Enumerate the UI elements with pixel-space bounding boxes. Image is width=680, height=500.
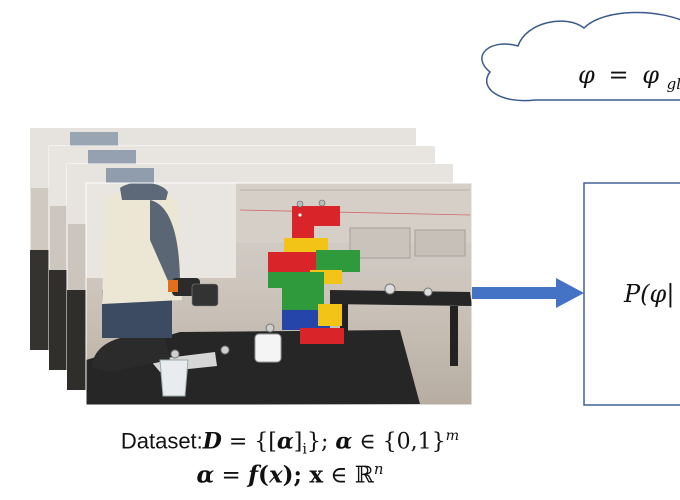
paren-close: );: [282, 461, 303, 489]
cloud-formula: φ = φ gl: [578, 61, 680, 93]
lego-tower: [268, 199, 360, 344]
video-frame-front: [86, 183, 472, 405]
superscript-n: n: [373, 460, 384, 478]
binary-set: ∈ {0,1}: [352, 429, 446, 455]
model-box-formula: P(φ|: [623, 280, 674, 309]
cloud-eq: =: [608, 61, 628, 89]
arrow-shaft: [472, 287, 562, 299]
thought-cloud: φ = φ gl: [481, 11, 680, 102]
alpha-symbol-2: α: [335, 428, 353, 455]
dataset-symbol-D: D: [202, 428, 222, 455]
dataset-caption-line2: α = f(x); x ∈ ℝn: [60, 460, 520, 489]
cloud-phi-global: φ: [642, 61, 659, 89]
dataset-caption-line1: Dataset:D = {[α]i}; α ∈ {0,1}m: [60, 428, 520, 458]
function-f: f: [248, 461, 259, 489]
dataset-bracket-close: ]: [293, 429, 303, 455]
paren-open: (: [258, 461, 269, 489]
cloud-shape: [481, 11, 680, 102]
arrow-head: [556, 278, 584, 308]
flow-arrow: [472, 278, 584, 308]
vector-x: x: [309, 461, 324, 489]
cloud-phi: φ: [578, 61, 595, 89]
feature-eq: =: [214, 462, 249, 489]
alpha-symbol-3: α: [196, 461, 215, 489]
alpha-symbol: α: [276, 428, 294, 455]
cloud-phi-subscript: gl: [667, 75, 680, 93]
dataset-brace-close: };: [306, 429, 329, 455]
person-arm: [150, 200, 180, 290]
real-space: ∈ ℝ: [323, 462, 374, 489]
superscript-m: m: [445, 428, 460, 444]
dataset-label: Dataset:: [120, 428, 203, 454]
model-box: P(φ|: [583, 182, 680, 406]
dataset-subscript-i: i: [302, 441, 307, 458]
video-frame-stack: [29, 127, 473, 406]
dataset-eq: = {[: [221, 429, 277, 455]
variable-x: x: [268, 461, 283, 489]
